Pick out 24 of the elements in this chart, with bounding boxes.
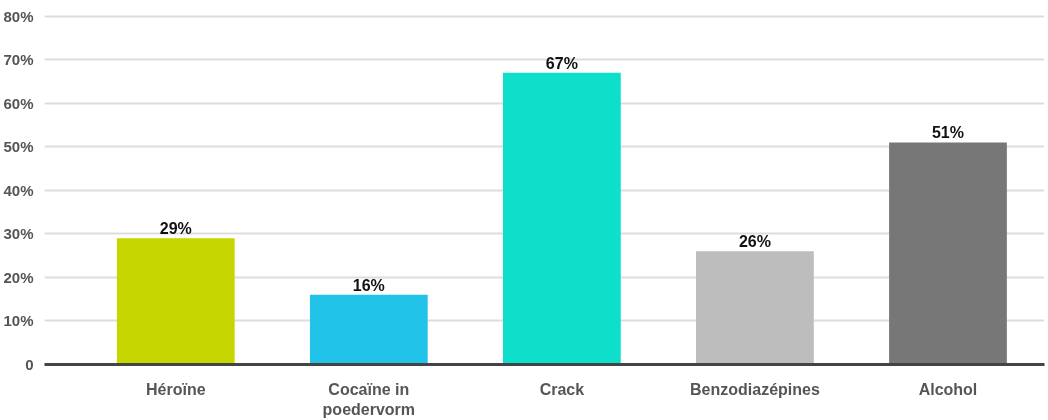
y-tick-label: 20% xyxy=(3,268,34,286)
data-label: 67% xyxy=(545,54,578,72)
y-tick-label: 0 xyxy=(25,356,34,373)
bar xyxy=(502,72,621,365)
data-label: 26% xyxy=(738,233,771,251)
x-tick-label: Héroïne xyxy=(145,380,206,398)
x-tick-label: Crack xyxy=(539,380,585,398)
x-tick-label: Alcohol xyxy=(918,380,978,398)
y-tick-label: 30% xyxy=(3,225,34,243)
y-tick-label: 80% xyxy=(3,7,34,25)
y-tick-label: 50% xyxy=(3,138,34,156)
data-label: 51% xyxy=(931,124,964,142)
data-label: 29% xyxy=(159,220,192,238)
y-tick-label: 10% xyxy=(3,312,34,330)
y-tick-label: 70% xyxy=(3,51,34,69)
x-tick-label: Cocaïne in poedervorm xyxy=(322,380,416,418)
bar xyxy=(696,251,814,365)
data-label: 16% xyxy=(352,276,385,294)
bar xyxy=(116,238,235,365)
y-tick-label: 60% xyxy=(3,94,34,112)
y-tick-label: 40% xyxy=(3,181,34,199)
bar xyxy=(889,142,1007,365)
x-tick-label: Benzodiazépines xyxy=(690,380,820,398)
bar xyxy=(309,294,428,365)
